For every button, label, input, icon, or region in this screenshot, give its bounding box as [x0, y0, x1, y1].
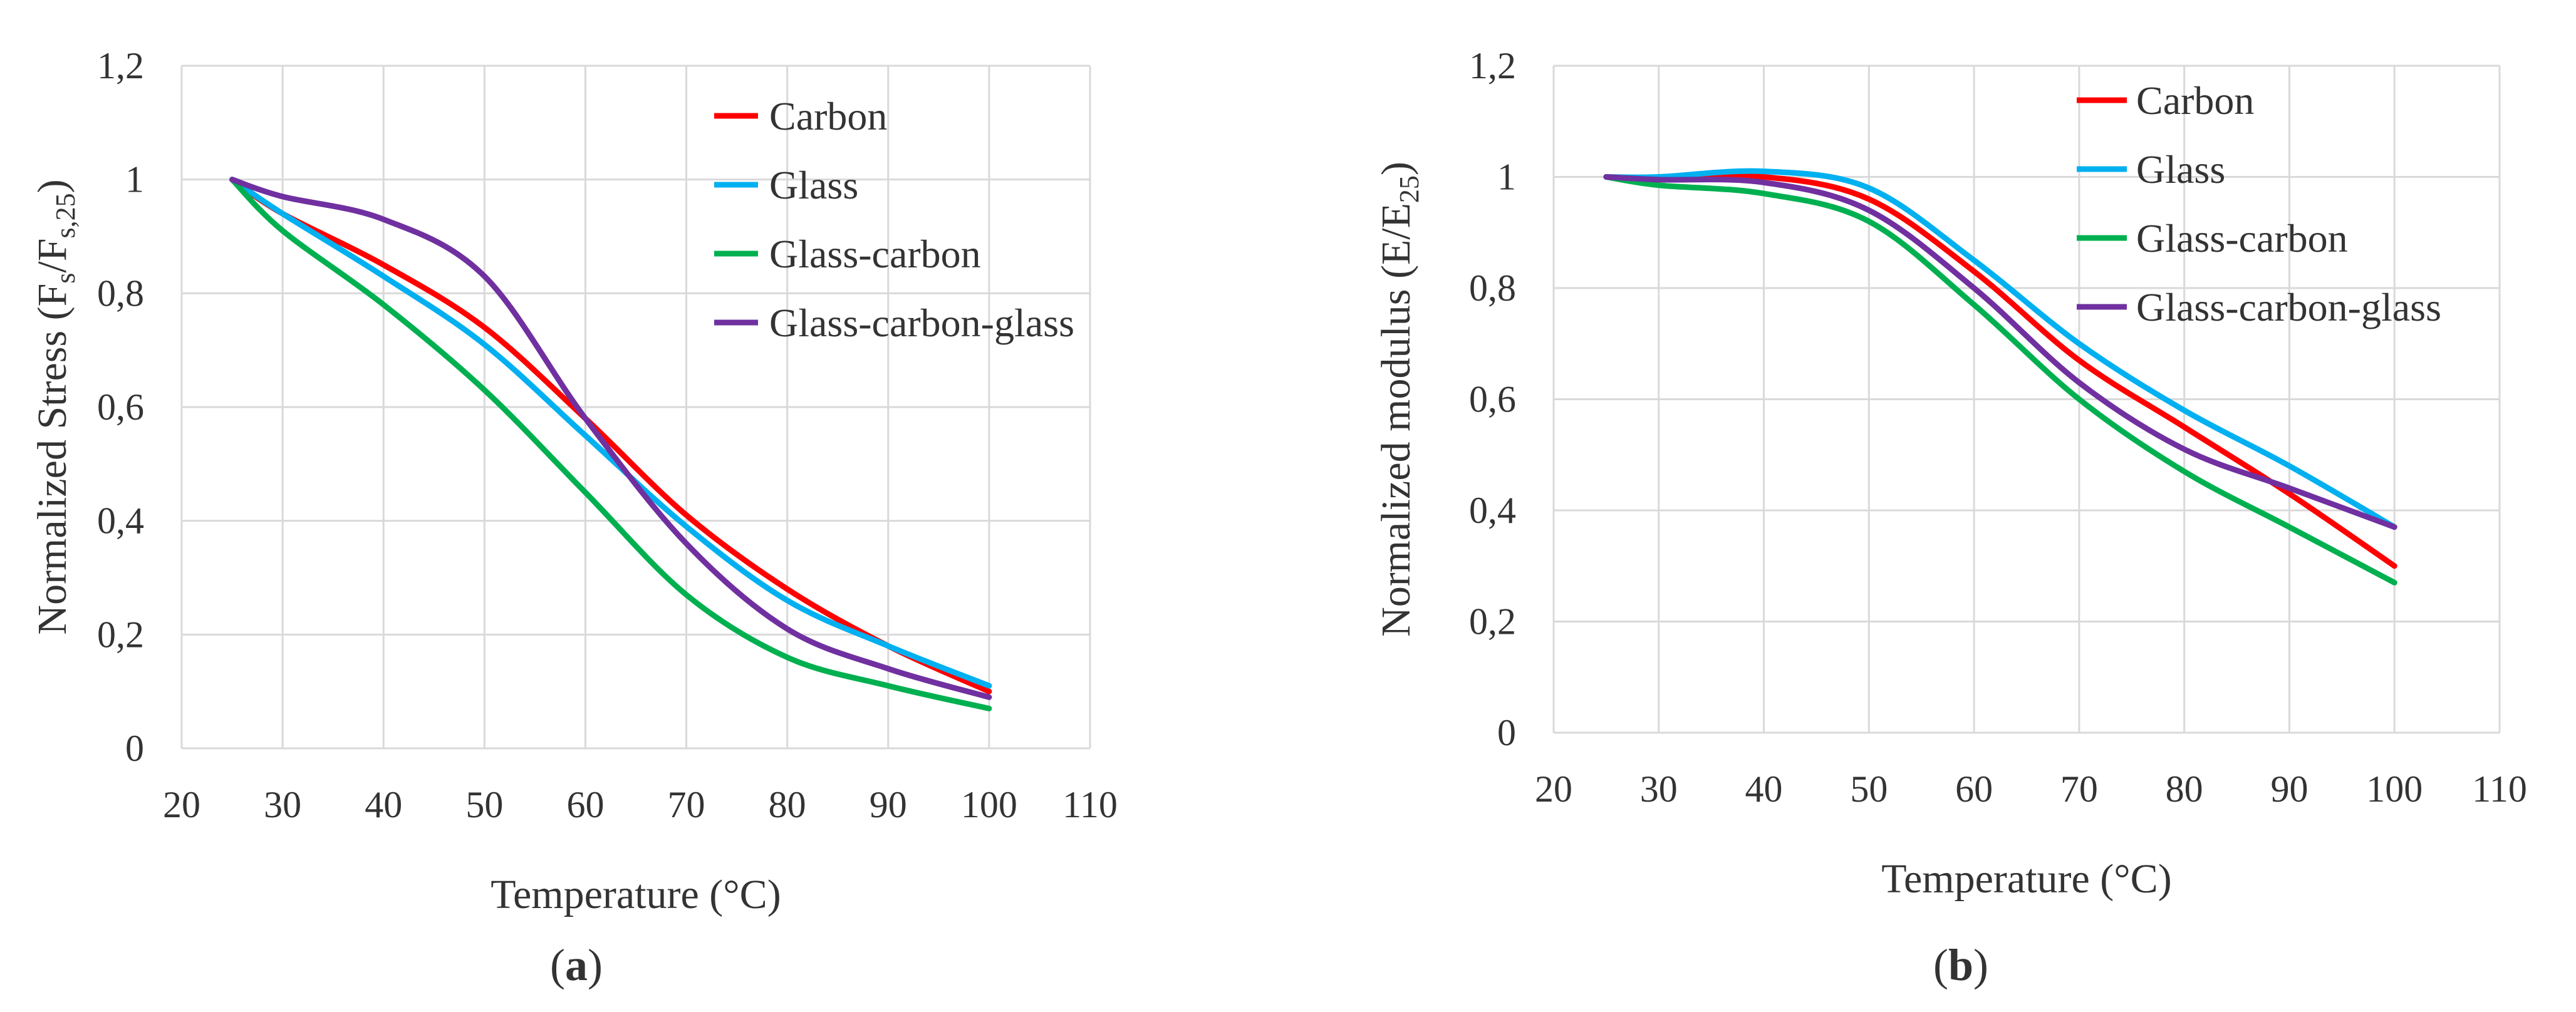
x-tick-label: 80	[769, 784, 806, 825]
chart-panel-a: 20 30 40 50 60 70 80 90 100 110 0 0,2 0,4 0,6 0,8 1 1,2 T…	[29, 45, 1118, 990]
panel-label-close-paren: )	[1973, 940, 1988, 990]
y-tick-label: 0,8	[97, 272, 144, 314]
x-tick-label: 30	[1640, 768, 1678, 810]
x-tick-label: 40	[365, 784, 402, 825]
y-axis-title-main: Normalized Stress (F	[29, 284, 75, 635]
panel-label-open-paren: (	[1933, 940, 1948, 990]
y-tick-label: 0,4	[97, 500, 144, 542]
legend-label: Glass-carbon-glass	[769, 301, 1074, 345]
y-axis-title: Normalized Stress (Fs/Fs,25)	[29, 179, 81, 634]
x-tick-label: 100	[2366, 768, 2423, 810]
panel-label: (a)	[550, 940, 603, 990]
y-tick-label: 0,2	[1469, 601, 1516, 643]
y-axis-title: Normalized modulus (E/E25)	[1373, 162, 1425, 637]
y-tick-label: 0	[125, 728, 144, 769]
series-line-glass-carbon-glass	[1603, 174, 2397, 530]
panel-label-open-paren: (	[550, 940, 565, 990]
y-tick-label: 0,4	[1469, 490, 1516, 531]
y-axis-title-end: )	[29, 179, 75, 193]
x-tick-label: 60	[566, 784, 604, 825]
y-tick-label: 0	[1497, 712, 1516, 753]
legend-label: Carbon	[2136, 78, 2254, 123]
x-tick-label: 20	[1535, 768, 1572, 810]
y-tick-label: 0,6	[97, 386, 144, 428]
series-line-glass-carbon-glass	[229, 177, 992, 700]
legend-label: Glass-carbon-glass	[2136, 285, 2441, 329]
panel-label: (b)	[1933, 940, 1988, 990]
panel-label-letter: a	[565, 940, 588, 990]
legend-label: Glass-carbon	[769, 232, 981, 276]
series-line-glass	[1603, 168, 2397, 530]
x-axis-title: Temperature (°C)	[491, 872, 781, 917]
y-axis-title-mid: /F	[29, 239, 75, 273]
y-tick-label: 1,2	[1469, 45, 1516, 86]
series-line-glass-carbon	[229, 177, 992, 711]
y-tick-label: 1	[1497, 157, 1516, 198]
y-axis-title-main: Normalized modulus (E/E	[1373, 203, 1419, 637]
x-tick-label: 50	[465, 784, 503, 825]
x-tick-label: 70	[668, 784, 705, 825]
y-axis-title-sub2: s,25	[50, 193, 81, 238]
series-line-glass	[229, 177, 992, 689]
x-tick-label: 70	[2060, 768, 2098, 810]
x-tick-label: 40	[1745, 768, 1783, 810]
legend: Carbon Glass Glass-carbon Glass-carbon-glas…	[2077, 78, 2441, 329]
x-tick-label: 90	[870, 784, 907, 825]
chart-panel-b: 20 30 40 50 60 70 80 90 100 110 0 0,2 0,4 0,6 0,8 1 1,2 T…	[1373, 45, 2527, 990]
x-tick-label: 30	[264, 784, 301, 825]
panel-label-close-paren: )	[588, 940, 603, 990]
x-tick-label: 100	[961, 784, 1017, 825]
legend-label: Glass-carbon	[2136, 216, 2348, 261]
legend: Carbon Glass Glass-carbon Glass-carbon-glas…	[714, 94, 1074, 345]
legend-label: Glass	[769, 163, 858, 207]
x-axis-title: Temperature (°C)	[1881, 856, 2171, 902]
y-axis-title-end: )	[1373, 162, 1419, 175]
y-tick-label: 1,2	[97, 45, 144, 86]
x-tick-label: 60	[1955, 768, 1993, 810]
x-tick-label: 20	[163, 784, 200, 825]
x-tick-label: 90	[2270, 768, 2308, 810]
series-line-glass-carbon	[1603, 174, 2397, 586]
x-tick-label: 80	[2166, 768, 2203, 810]
panel-label-letter: b	[1948, 940, 1973, 990]
y-tick-label: 0,8	[1469, 267, 1516, 309]
legend-label: Carbon	[769, 94, 887, 138]
x-tick-label: 110	[1062, 784, 1118, 825]
y-axis-title-sub1: 25	[1394, 175, 1425, 203]
x-tick-label: 50	[1850, 768, 1888, 810]
x-tick-label: 110	[2472, 768, 2527, 810]
y-tick-label: 0,2	[97, 614, 144, 655]
y-tick-label: 1	[125, 159, 144, 200]
legend-label: Glass	[2136, 147, 2225, 192]
y-tick-label: 0,6	[1469, 379, 1516, 420]
y-axis-title-sub1: s	[50, 273, 81, 284]
